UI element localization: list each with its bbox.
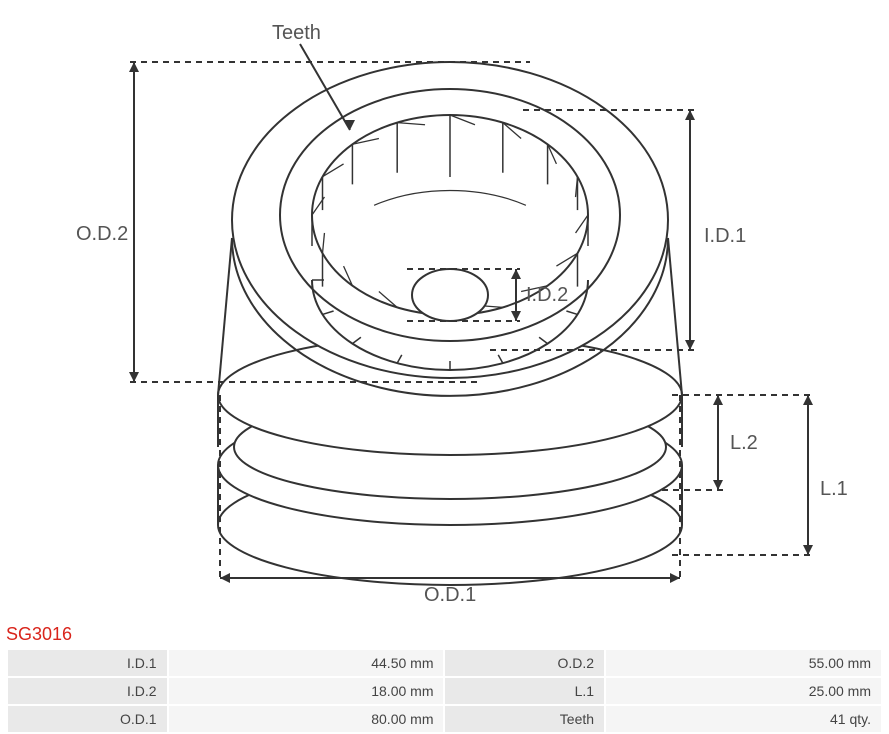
spec-value: 41 qty.	[606, 706, 881, 732]
diagram-area: Teeth O.D.2 I.D.1 I.D.2 L.2 L.1 O.D.1	[0, 0, 889, 615]
spec-key: L.1	[445, 678, 604, 704]
label-id2: I.D.2	[526, 284, 568, 307]
spec-value: 25.00 mm	[606, 678, 881, 704]
spec-table: I.D.1 44.50 mm O.D.2 55.00 mm I.D.2 18.0…	[6, 648, 883, 734]
spec-value: 55.00 mm	[606, 650, 881, 676]
label-id1: I.D.1	[704, 225, 746, 248]
label-od1: O.D.1	[424, 584, 476, 607]
spec-key: O.D.2	[445, 650, 604, 676]
label-od2: O.D.2	[76, 223, 128, 246]
spec-key: I.D.1	[8, 650, 167, 676]
table-row: I.D.1 44.50 mm O.D.2 55.00 mm	[8, 650, 881, 676]
spec-key: Teeth	[445, 706, 604, 732]
spec-key: I.D.2	[8, 678, 167, 704]
label-l2: L.2	[730, 432, 758, 455]
part-number: SG3016	[6, 624, 72, 645]
label-teeth: Teeth	[272, 22, 321, 45]
label-l1: L.1	[820, 478, 848, 501]
spec-value: 80.00 mm	[169, 706, 444, 732]
table-row: I.D.2 18.00 mm L.1 25.00 mm	[8, 678, 881, 704]
spec-value: 18.00 mm	[169, 678, 444, 704]
gear-diagram-svg	[0, 0, 889, 615]
table-row: O.D.1 80.00 mm Teeth 41 qty.	[8, 706, 881, 732]
spec-value: 44.50 mm	[169, 650, 444, 676]
spec-key: O.D.1	[8, 706, 167, 732]
